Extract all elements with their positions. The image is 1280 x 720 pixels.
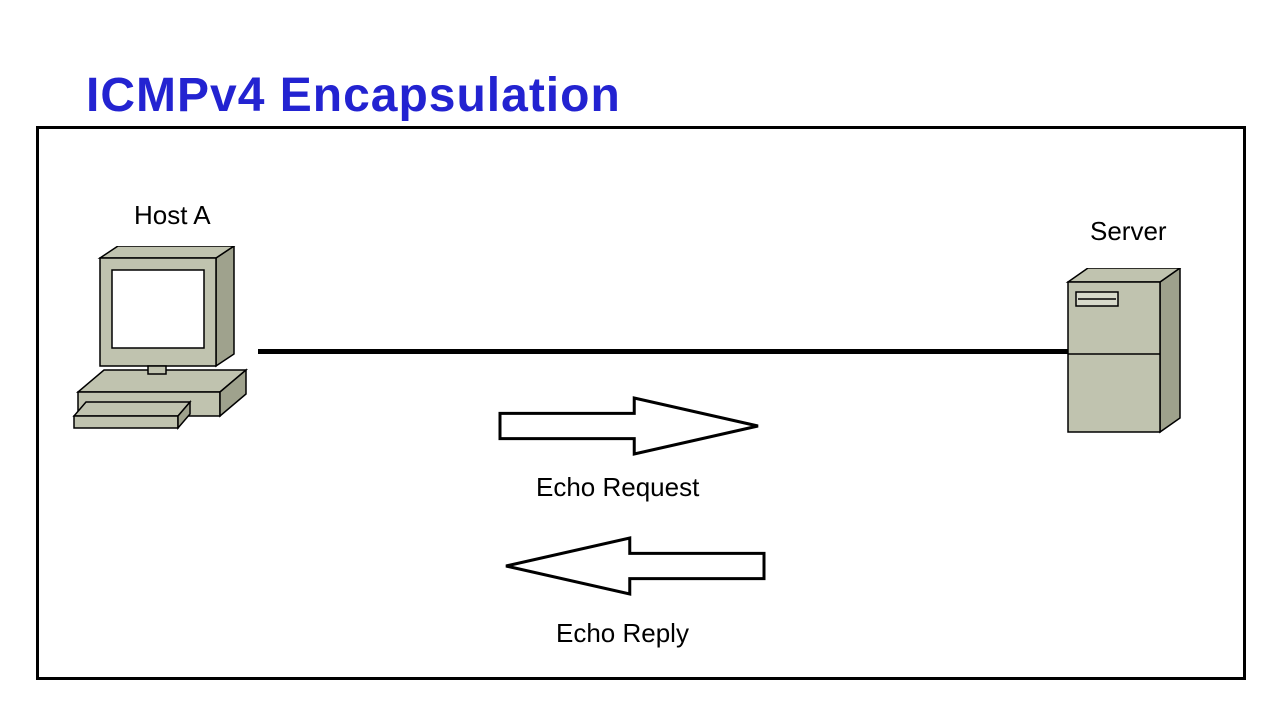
computer-icon [70,246,270,430]
request-arrow-label: Echo Request [536,472,699,503]
reply-arrow-icon [504,536,766,596]
host-label: Host A [134,200,211,231]
connection-line [258,349,1068,354]
server-label: Server [1090,216,1167,247]
server-icon [1064,268,1184,440]
diagram-title: ICMPv4 Encapsulation [86,68,621,123]
reply-arrow-label: Echo Reply [556,618,689,649]
request-arrow-icon [498,396,760,456]
